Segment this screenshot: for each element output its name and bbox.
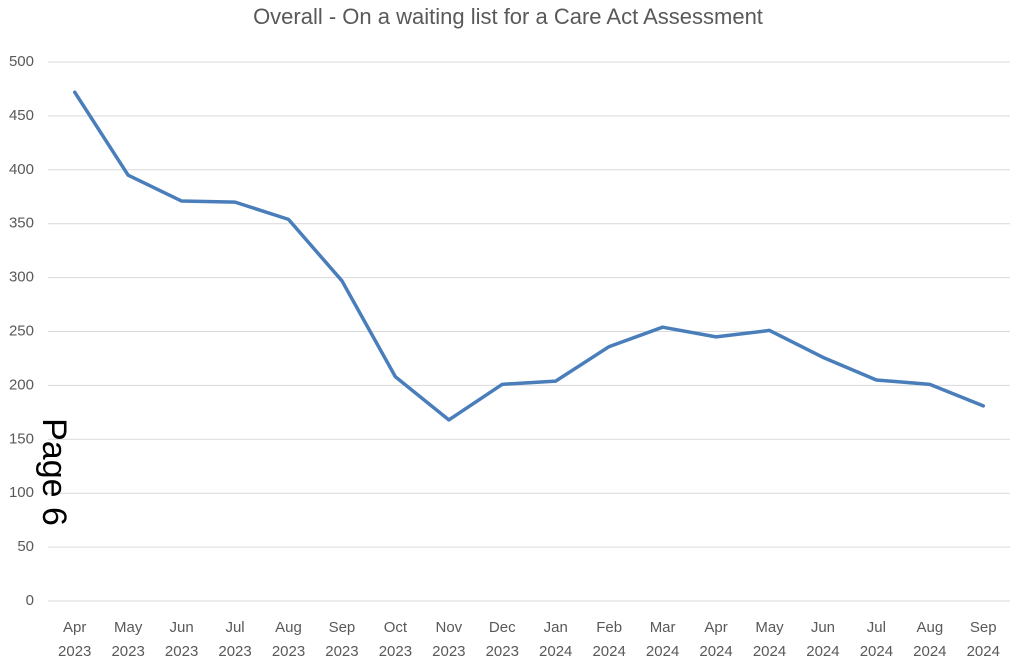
x-tick-label: May 2023 [111,619,144,660]
y-tick-label: 200 [9,376,34,393]
x-tick-label: Aug 2023 [272,619,305,660]
x-tick-label: Sep 2024 [967,619,1000,660]
y-tick-label: 500 [9,53,34,70]
x-tick-label: Jul 2023 [218,619,251,660]
y-tick-label: 400 [9,161,34,178]
y-tick-label: 100 [9,484,34,501]
x-tick-label: Jan 2024 [539,619,572,660]
data-line [72,90,986,422]
y-tick-label: 250 [9,322,34,339]
y-tick-label: 300 [9,269,34,286]
x-tick-label: Apr 2024 [699,619,732,660]
x-tick-label: Nov 2023 [432,619,465,660]
x-tick-label: Feb 2024 [592,619,625,660]
x-tick-label: Sep 2023 [325,619,358,660]
page-annotation: Page 6 [35,418,73,526]
y-tick-label: 350 [9,215,34,232]
x-tick-label: Dec 2023 [486,619,519,660]
y-tick-label: 150 [9,430,34,447]
x-tick-label: Oct 2023 [379,619,412,660]
y-tick-label: 450 [9,107,34,124]
y-tick-label: 0 [26,592,34,609]
chart-title: Overall - On a waiting list for a Care A… [253,4,763,29]
x-tick-label: Aug 2024 [913,619,946,660]
x-tick-label: Apr 2023 [58,619,91,660]
x-tick-label: Mar 2024 [646,619,679,660]
y-tick-label: 50 [17,538,34,555]
x-tick-label: Jul 2024 [860,619,893,660]
x-tick-label: Jun 2024 [806,619,839,660]
x-tick-label: Jun 2023 [165,619,198,660]
x-tick-label: May 2024 [753,619,786,660]
